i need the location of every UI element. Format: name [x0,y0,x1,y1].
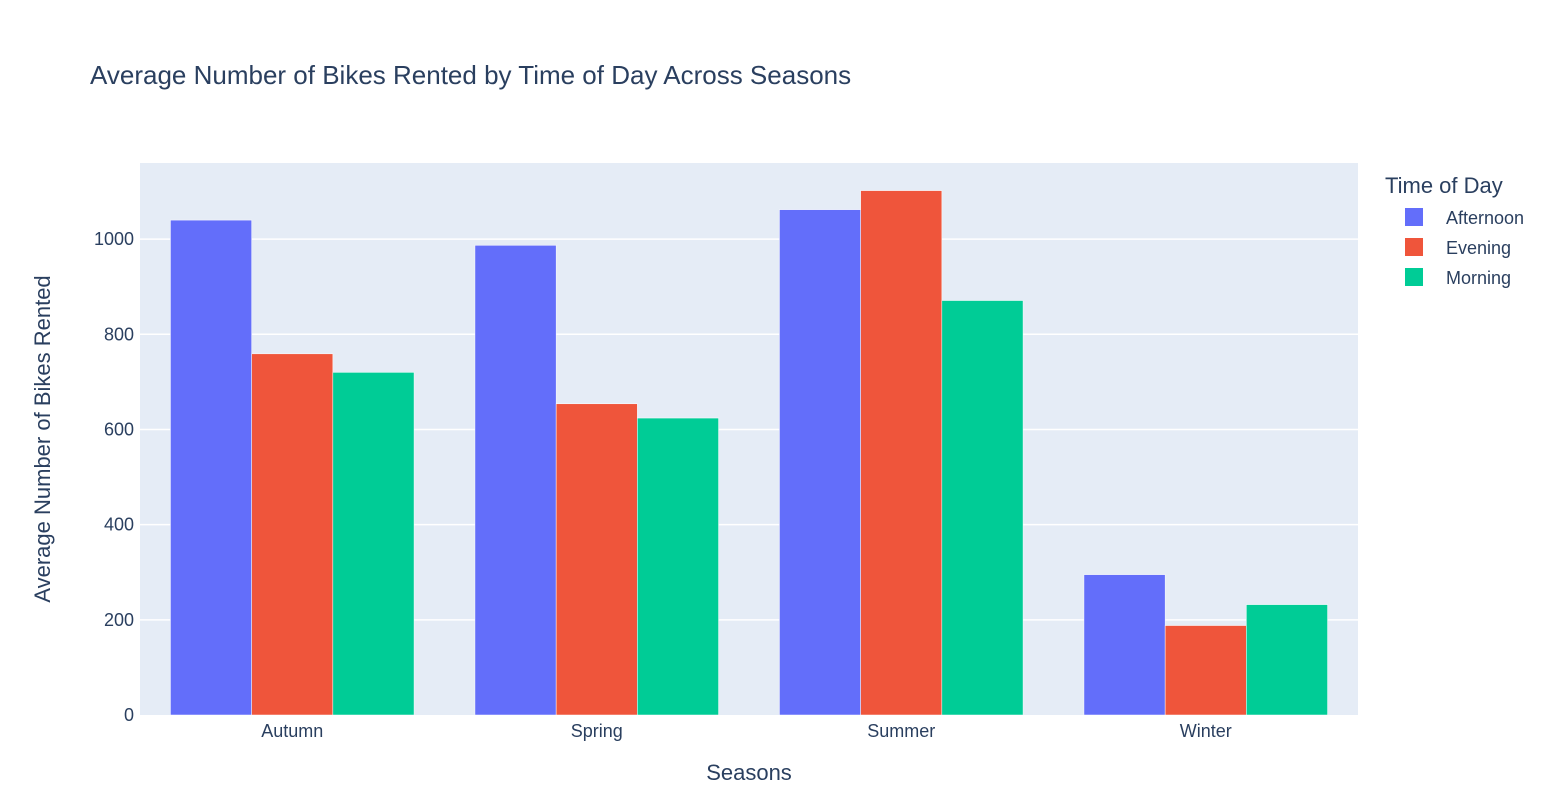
chart-title: Average Number of Bikes Rented by Time o… [90,60,851,90]
bar-afternoon-winter [1083,574,1166,716]
bar-evening-spring [555,403,638,716]
y-tick-label: 400 [104,515,134,535]
y-tick-label: 200 [104,610,134,630]
bar-evening-summer [860,190,943,716]
x-tick-label: Autumn [261,721,323,741]
y-axis-title: Average Number of Bikes Rented [30,275,55,602]
bar-morning-spring [637,417,719,716]
legend-swatch-morning [1405,268,1423,286]
legend-label-afternoon: Afternoon [1446,208,1524,228]
bar-afternoon-summer [779,209,861,716]
legend-title: Time of Day [1385,173,1503,198]
legend-label-morning: Morning [1446,268,1511,288]
x-axis-title: Seasons [706,760,792,785]
bar-evening-winter [1164,625,1247,716]
bar-morning-summer [941,300,1024,716]
bar-afternoon-autumn [170,219,252,716]
legend-swatch-evening [1405,238,1423,256]
y-axis-ticks: 0 200 400 600 800 1000 [94,229,134,725]
bar-morning-autumn [332,372,415,716]
legend-swatch-afternoon [1405,208,1423,226]
y-tick-label: 1000 [94,229,134,249]
bar-evening-autumn [251,353,334,716]
legend: Time of Day Afternoon Evening Morning [1385,173,1524,288]
y-tick-label: 600 [104,419,134,439]
bars [170,190,1328,716]
x-tick-label: Spring [571,721,623,741]
x-tick-label: Winter [1180,721,1232,741]
bar-afternoon-spring [474,245,557,716]
y-tick-label: 0 [124,705,134,725]
x-axis-ticks: Autumn Spring Summer Winter [261,721,1232,741]
legend-label-evening: Evening [1446,238,1511,258]
x-tick-label: Summer [867,721,935,741]
y-tick-label: 800 [104,324,134,344]
bar-morning-winter [1246,604,1328,716]
